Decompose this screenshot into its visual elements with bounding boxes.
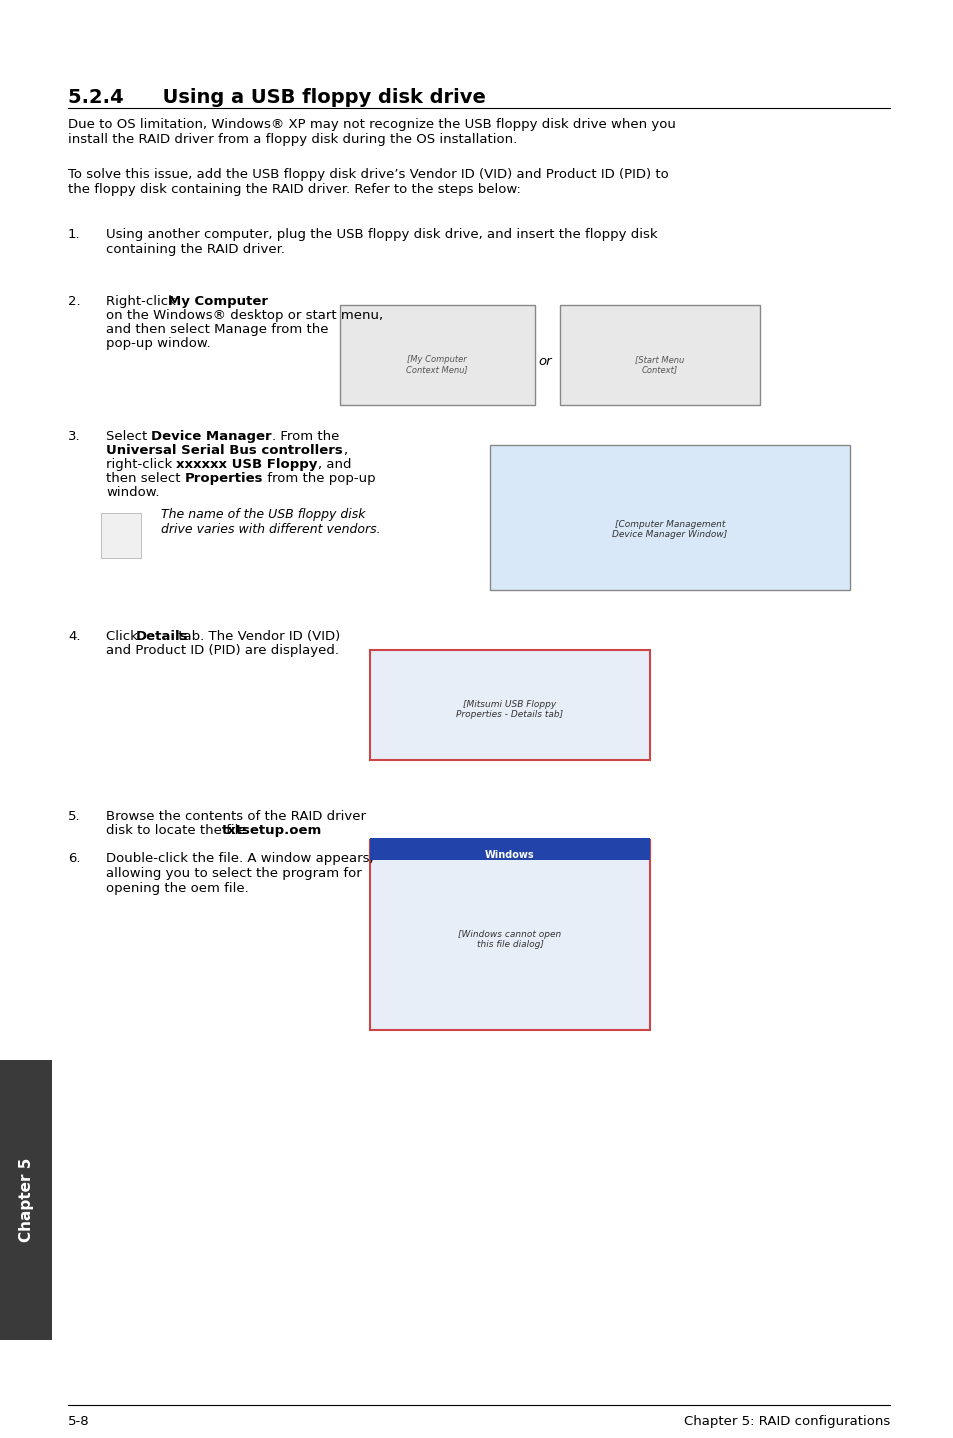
Text: 5-8: 5-8 — [68, 1415, 90, 1428]
Text: or: or — [537, 355, 551, 368]
Text: xxxxxx USB Floppy: xxxxxx USB Floppy — [176, 457, 317, 472]
Text: then select: then select — [106, 472, 185, 485]
Text: Universal Serial Bus controllers: Universal Serial Bus controllers — [106, 444, 342, 457]
Text: from the pop-up: from the pop-up — [263, 472, 375, 485]
Text: My Computer: My Computer — [168, 295, 268, 308]
Bar — [370, 838, 649, 860]
Text: [Start Menu
Context]: [Start Menu Context] — [635, 355, 684, 374]
Text: Using another computer, plug the USB floppy disk drive, and insert the floppy di: Using another computer, plug the USB flo… — [106, 229, 657, 256]
Bar — [370, 840, 649, 1030]
Text: The name of the USB floppy disk
drive varies with different vendors.: The name of the USB floppy disk drive va… — [161, 508, 380, 536]
Text: 5.2.4  Using a USB floppy disk drive: 5.2.4 Using a USB floppy disk drive — [68, 88, 485, 106]
Text: . From the: . From the — [272, 430, 339, 443]
Text: 1.: 1. — [68, 229, 81, 242]
Text: [Computer Management
Device Manager Window]: [Computer Management Device Manager Wind… — [612, 521, 727, 539]
Text: pop-up window.: pop-up window. — [106, 336, 211, 349]
Text: Device Manager: Device Manager — [152, 430, 272, 443]
Text: .: . — [290, 824, 294, 837]
Text: and Product ID (PID) are displayed.: and Product ID (PID) are displayed. — [106, 644, 338, 657]
Text: Chapter 5: Chapter 5 — [18, 1158, 33, 1242]
Text: window.: window. — [106, 486, 159, 499]
Text: Chapter 5: RAID configurations: Chapter 5: RAID configurations — [683, 1415, 889, 1428]
Text: txtsetup.oem: txtsetup.oem — [222, 824, 322, 837]
Bar — [0, 1060, 52, 1340]
Text: Click: Click — [106, 630, 142, 643]
Text: on the Windows® desktop or start menu,: on the Windows® desktop or start menu, — [106, 309, 383, 322]
Text: Browse the contents of the RAID driver: Browse the contents of the RAID driver — [106, 810, 366, 823]
Text: disk to locate the file: disk to locate the file — [106, 824, 251, 837]
Text: [Mitsumi USB Floppy
Properties - Details tab]: [Mitsumi USB Floppy Properties - Details… — [456, 700, 563, 719]
Text: Right-click: Right-click — [106, 295, 180, 308]
Text: To solve this issue, add the USB floppy disk drive’s Vendor ID (VID) and Product: To solve this issue, add the USB floppy … — [68, 168, 668, 196]
Text: Double-click the file. A window appears,
allowing you to select the program for
: Double-click the file. A window appears,… — [106, 851, 374, 894]
Text: 5.: 5. — [68, 810, 81, 823]
Text: 6.: 6. — [68, 851, 80, 866]
Text: right-click: right-click — [106, 457, 176, 472]
Bar — [559, 305, 760, 406]
Text: tab. The Vendor ID (VID): tab. The Vendor ID (VID) — [173, 630, 340, 643]
Text: Windows: Windows — [485, 850, 535, 860]
Text: ,: , — [342, 444, 347, 457]
Bar — [370, 650, 649, 761]
Text: and then select Manage from the: and then select Manage from the — [106, 324, 328, 336]
Text: [Windows cannot open
this file dialog]: [Windows cannot open this file dialog] — [457, 930, 561, 949]
Bar — [490, 444, 849, 590]
Bar — [339, 305, 535, 406]
Text: 4.: 4. — [68, 630, 80, 643]
Text: Details: Details — [136, 630, 189, 643]
Text: Properties: Properties — [185, 472, 263, 485]
Text: 2.: 2. — [68, 295, 81, 308]
Text: , and: , and — [317, 457, 351, 472]
Text: Due to OS limitation, Windows® XP may not recognize the USB floppy disk drive wh: Due to OS limitation, Windows® XP may no… — [68, 118, 675, 147]
Text: 3.: 3. — [68, 430, 81, 443]
Text: Select: Select — [106, 430, 152, 443]
Bar — [101, 513, 141, 558]
Text: [My Computer
Context Menu]: [My Computer Context Menu] — [406, 355, 467, 374]
